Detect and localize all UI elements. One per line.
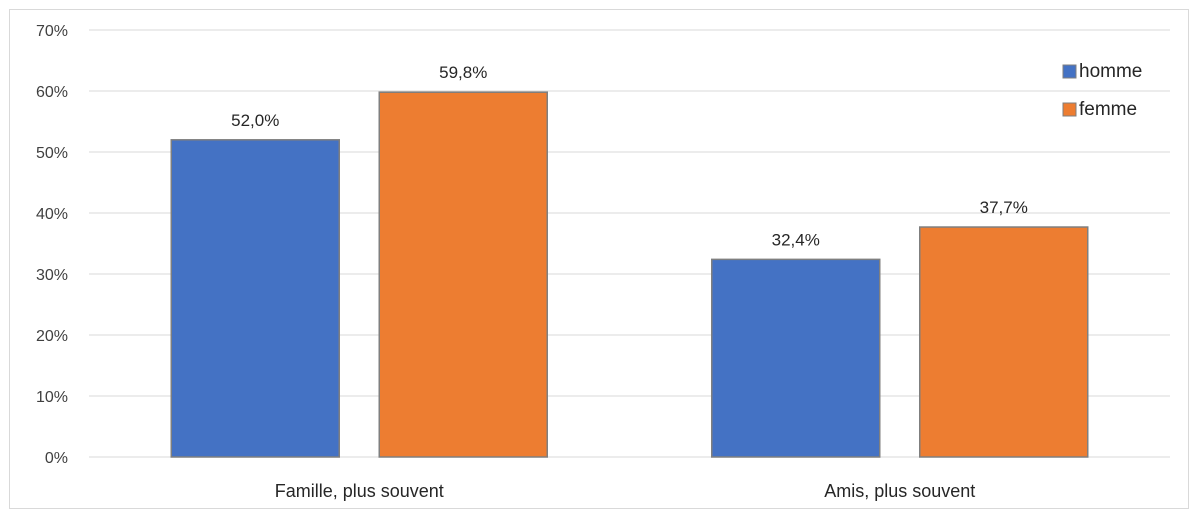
x-category-label: Amis, plus souvent [824,481,975,501]
bar-femme-1 [919,226,1089,458]
bars [170,91,1089,458]
y-axis-ticks: 0% 10% 20% 30% 40% 50% 60% 70% [36,23,68,467]
legend-label-femme: femme [1079,99,1137,120]
y-tick-label: 70% [36,23,68,40]
data-label-femme-0: 59,8% [439,63,487,82]
x-category-label: Famille, plus souvent [275,481,444,501]
y-tick-label: 10% [36,389,68,406]
x-axis-categories: Famille, plus souvent Amis, plus souvent [275,481,976,501]
data-label-homme-1: 32,4% [772,230,820,249]
y-tick-label: 40% [36,206,68,223]
y-tick-label: 20% [36,328,68,345]
data-labels: 52,0% 59,8% 32,4% 37,7% [231,63,1028,249]
y-tick-label: 50% [36,145,68,162]
y-tick-label: 30% [36,267,68,284]
bar-homme-0 [170,139,340,458]
legend-swatch-femme [1062,102,1077,117]
bar-homme-1 [711,258,881,458]
y-tick-label: 0% [45,450,68,467]
bar-femme-0 [378,91,548,458]
data-label-homme-0: 52,0% [231,111,279,130]
data-label-femme-1: 37,7% [980,198,1028,217]
legend-label-homme: homme [1079,61,1142,82]
legend: homme femme [1062,61,1142,120]
legend-swatch-homme [1062,64,1077,79]
y-tick-label: 60% [36,84,68,101]
